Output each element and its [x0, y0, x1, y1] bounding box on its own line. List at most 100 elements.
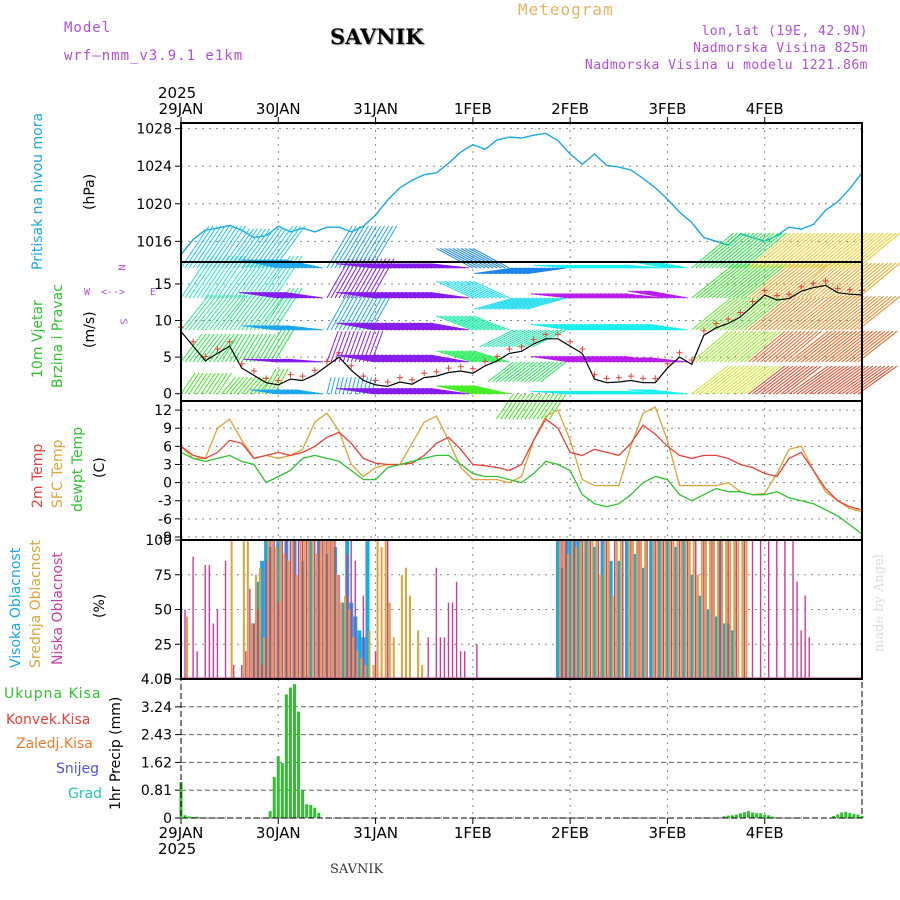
- wind-vector: [640, 290, 680, 299]
- wind-vector: [624, 293, 664, 299]
- wind-vector: [388, 291, 429, 299]
- wind-vector: [266, 389, 295, 395]
- wind-vector: [760, 264, 803, 299]
- wind-vector: [267, 291, 307, 299]
- wind-vector: [536, 361, 563, 382]
- gust-marker: [299, 373, 306, 380]
- wind-vector: [532, 361, 559, 382]
- wind-vector: [776, 330, 814, 363]
- wind-vector: [784, 264, 828, 299]
- wind-vector: [440, 315, 478, 331]
- wind-vector: [615, 323, 656, 331]
- gust-marker: [311, 367, 318, 374]
- wind-vector: [221, 376, 236, 395]
- wind-vector: [752, 264, 795, 299]
- wind-vector: [740, 264, 783, 299]
- wind-vector: [380, 291, 421, 299]
- wind-vector: [213, 372, 228, 395]
- wind-vector: [764, 297, 805, 331]
- wind-vector: [421, 354, 461, 363]
- wind-vector: [464, 280, 502, 299]
- wind-vector: [397, 322, 437, 331]
- wind-vector: [788, 330, 829, 363]
- wind-vector: [372, 354, 413, 363]
- precip-bar: [268, 811, 272, 818]
- wind-vector: [711, 365, 749, 395]
- wind-vector: [776, 365, 814, 395]
- wind-vector: [563, 355, 603, 363]
- wind-vector: [516, 361, 543, 382]
- wind-vector: [825, 365, 866, 395]
- x-tick-label-bottom: 3FEB: [648, 824, 686, 842]
- wind-vector: [472, 350, 510, 363]
- wind-vector: [192, 294, 222, 331]
- wind-vector: [338, 377, 344, 395]
- wind-vector: [837, 262, 880, 299]
- wind-vector: [809, 365, 849, 395]
- legend-frozen-rain: Zaledj.Kisa: [16, 736, 93, 752]
- wind-vector: [595, 355, 636, 363]
- wind-vector: [421, 291, 461, 299]
- wind-vector: [817, 330, 857, 363]
- gust-marker: [603, 375, 610, 382]
- wind-vector: [796, 330, 837, 363]
- wind-vector: [340, 387, 380, 395]
- wind-vector: [213, 294, 242, 331]
- wind-vector: [448, 350, 486, 363]
- wind-vector: [514, 267, 554, 275]
- wind-vector: [482, 297, 522, 310]
- wind-vector: [376, 387, 417, 395]
- wind-vector: [336, 322, 376, 331]
- gust-marker: [554, 331, 561, 338]
- wind-vector: [813, 330, 853, 363]
- wind-vector: [340, 322, 380, 331]
- wind-vector: [474, 267, 514, 275]
- wind-vector: [506, 267, 546, 275]
- wind-vector: [548, 393, 567, 420]
- gust-marker: [396, 374, 403, 381]
- wind-vector: [736, 330, 774, 363]
- legend-convective-rain: Konvek.Kisa: [6, 712, 91, 728]
- y-tick-label: 3: [163, 457, 172, 473]
- wind-vector: [376, 354, 417, 363]
- precip-bar: [297, 711, 301, 818]
- cloud-bar-high: [568, 540, 573, 679]
- wind-vector: [522, 267, 563, 275]
- wind-vector: [772, 264, 816, 299]
- wind-vector: [352, 322, 392, 331]
- wind-vector: [440, 350, 478, 363]
- wind-vector: [356, 322, 396, 331]
- wind-vector: [498, 267, 538, 275]
- cloud-bar-high: [722, 623, 727, 679]
- wind-vector: [425, 387, 465, 395]
- precip-bar: [767, 815, 771, 818]
- wind-vector: [768, 264, 812, 299]
- x-tick-label-top: 3FEB: [648, 100, 686, 118]
- wind-vector: [393, 387, 433, 395]
- wind-vector: [502, 297, 542, 310]
- wind-vector: [468, 385, 506, 395]
- temp-2m-line: [180, 418, 863, 511]
- x-tick-label-top: 4FEB: [746, 100, 784, 118]
- wind-vector: [263, 291, 303, 299]
- wind-vector: [208, 333, 231, 363]
- wind-vector: [330, 294, 352, 331]
- wind-vector: [575, 355, 615, 363]
- wind-vector: [829, 262, 872, 299]
- wind-vector: [275, 291, 315, 299]
- wind-vector: [225, 262, 252, 299]
- wind-vector: [184, 294, 214, 331]
- wind-vector: [817, 296, 860, 331]
- gust-marker: [846, 286, 853, 293]
- wind-vector: [591, 323, 632, 331]
- wind-vector: [184, 372, 200, 395]
- wind-vector: [491, 329, 526, 348]
- wind-vector: [237, 296, 264, 331]
- wind-vector: [611, 323, 652, 331]
- wind-vector: [460, 385, 498, 395]
- cloud-bar-high: [705, 609, 710, 679]
- wind-vector: [340, 354, 380, 363]
- wind-vector: [695, 297, 736, 331]
- wind-vector: [520, 393, 539, 420]
- wind-vector: [360, 291, 400, 299]
